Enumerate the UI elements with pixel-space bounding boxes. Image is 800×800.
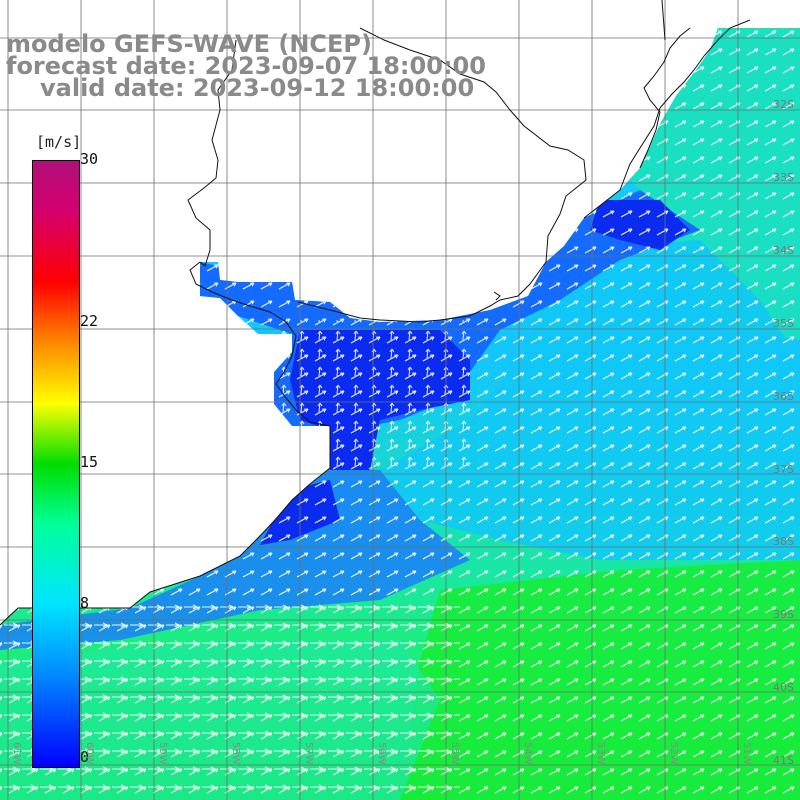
forecast-date: forecast date: 2023-09-07 18:00:00 [6, 52, 486, 80]
lon-label-58w: 58W [230, 742, 241, 765]
colorbar [32, 160, 80, 768]
lat-label-39s: 39S [773, 608, 794, 621]
lat-label-40s: 40S [773, 681, 794, 694]
colorbar-tick-8: 8 [80, 594, 90, 613]
coastline-uruguay [297, 27, 587, 323]
valid-date: valid date: 2023-09-12 18:00:00 [40, 74, 475, 102]
border-uruguay-brazil [661, 0, 666, 41]
lat-label-35s: 35S [773, 317, 794, 330]
lon-label-52w: 52W [668, 742, 679, 765]
lagoon-mirim [639, 27, 691, 169]
lat-label-34s: 34S [773, 244, 794, 257]
lon-label-51w: 51W [741, 742, 752, 765]
lat-label-32s: 32S [773, 98, 794, 111]
lon-label-57w: 57W [303, 742, 314, 765]
lat-label-36s: 36S [773, 390, 794, 403]
lon-label-55w: 55W [449, 742, 460, 765]
lon-label-60w: 60W [84, 742, 95, 765]
lon-label-53w: 53W [595, 742, 606, 765]
coastline-argentina [0, 261, 331, 626]
coastlines [0, 0, 751, 626]
lat-label-37s: 37S [773, 463, 794, 476]
lon-label-56w: 56W [376, 742, 387, 765]
lat-label-33s: 33S [773, 171, 794, 184]
colorbar-tick-22: 22 [80, 311, 99, 330]
coastline-brazil [583, 19, 751, 219]
colorbar-tick-0: 0 [80, 748, 90, 766]
lat-label-38s: 38S [773, 535, 794, 548]
colorbar-tick-30: 30 [80, 150, 99, 168]
model-title: modelo GEFS-WAVE (NCEP) [6, 30, 372, 58]
lon-label-61w: 61W [11, 742, 22, 765]
lon-label-59w: 59W [157, 742, 168, 765]
colorbar-tick-15: 15 [80, 453, 99, 471]
coastline-detail [493, 291, 501, 301]
colorbar-unit: [m/s] [36, 133, 82, 151]
lat-label-41s: 41S [773, 754, 794, 767]
lon-label-54w: 54W [522, 742, 533, 765]
border-uruguay-argentina [187, 39, 237, 267]
